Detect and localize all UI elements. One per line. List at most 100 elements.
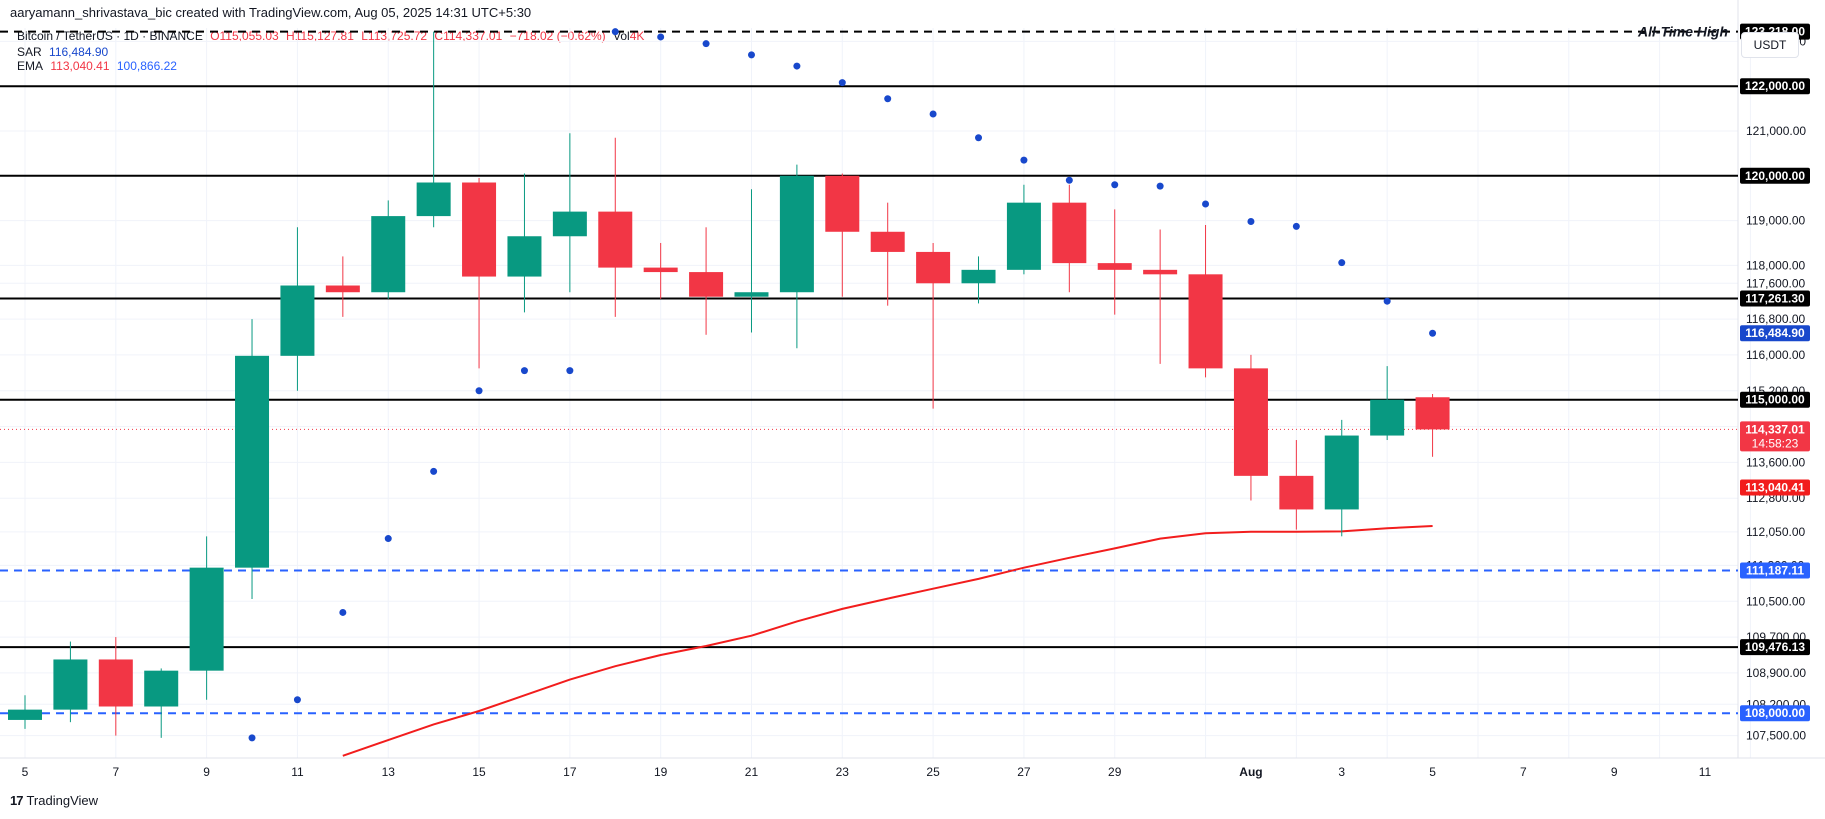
x-tick-label: 7 xyxy=(112,765,119,779)
sar-dot xyxy=(657,33,665,41)
candle-body xyxy=(870,231,905,252)
candle-body xyxy=(689,272,724,297)
x-tick-label: 11 xyxy=(291,765,304,779)
candle-body xyxy=(916,251,951,284)
level-price-tag-label: 108,000.00 xyxy=(1745,706,1805,720)
price-tag xyxy=(1740,421,1810,452)
x-tick-label: 19 xyxy=(654,765,668,779)
x-tick-label: 7 xyxy=(1520,765,1527,779)
sar-dot xyxy=(293,696,301,704)
candle-body xyxy=(734,292,769,297)
sar-dot xyxy=(1383,297,1391,305)
candle-body xyxy=(1097,263,1132,270)
x-tick-label: 15 xyxy=(472,765,486,779)
price-tag xyxy=(1740,325,1810,342)
y-tick-label: 118,000.00 xyxy=(1746,258,1805,272)
x-tick-label: 23 xyxy=(836,765,850,779)
sar-dot xyxy=(339,608,347,616)
sar-legend[interactable]: SAR 116,484.90 xyxy=(17,45,112,59)
y-tick-label: 121,000.00 xyxy=(1746,124,1806,138)
y-tick-label: 116,800.00 xyxy=(1746,312,1805,326)
sar-dot xyxy=(975,134,983,142)
sar-dot xyxy=(1111,181,1119,189)
price-tag-label: 113,040.41 xyxy=(1745,480,1805,494)
x-tick-label: 5 xyxy=(1429,765,1436,779)
sar-dot xyxy=(929,110,937,118)
countdown-label: 14:58:23 xyxy=(1752,436,1799,450)
x-tick-label: 3 xyxy=(1338,765,1345,779)
ema-legend[interactable]: EMA 113,040.41 100,866.22 xyxy=(17,59,181,73)
sar-dot xyxy=(384,535,392,543)
sar-dot xyxy=(1156,182,1164,190)
y-tick-label: 116,000.00 xyxy=(1746,348,1805,362)
sar-dot xyxy=(611,28,619,36)
candle-body xyxy=(552,211,587,237)
level-price-tag-label: 122,000.00 xyxy=(1745,79,1805,93)
level-price-tag-label: 109,476.13 xyxy=(1745,640,1805,654)
x-tick-label: 17 xyxy=(563,765,577,779)
chart-attribution: aaryamann_shrivastava_bic created with T… xyxy=(10,5,532,20)
candle-body xyxy=(1279,475,1314,510)
level-price-tag xyxy=(1740,391,1810,408)
candle-body xyxy=(235,355,270,568)
sar-dot xyxy=(475,387,483,395)
level-price-tag xyxy=(1740,167,1810,184)
candle-body xyxy=(1188,274,1223,369)
y-tick-label: 110,500.00 xyxy=(1746,594,1805,608)
sar-dot xyxy=(793,62,801,70)
sar-dot xyxy=(702,40,710,48)
x-tick-label: 11 xyxy=(1699,765,1712,779)
level-price-tag-label: 120,000.00 xyxy=(1745,169,1805,183)
candle-body xyxy=(98,659,133,707)
sar-dot xyxy=(1429,329,1437,337)
y-tick-label: 119,000.00 xyxy=(1746,214,1805,228)
level-price-tag-label: 117,261.30 xyxy=(1745,291,1805,305)
x-tick-label: 21 xyxy=(745,765,759,779)
y-tick-label: 108,900.00 xyxy=(1746,666,1806,680)
level-price-tag xyxy=(1740,562,1810,579)
x-tick-label: 27 xyxy=(1017,765,1031,779)
level-price-tag xyxy=(1740,290,1810,307)
candle-body xyxy=(416,182,451,217)
sar-dot xyxy=(747,51,755,59)
level-price-tag-label: 111,187.11 xyxy=(1746,563,1804,577)
candle-body xyxy=(643,267,678,273)
x-tick-label: Aug xyxy=(1239,765,1262,779)
candle-body xyxy=(779,175,814,293)
sar-dot xyxy=(1338,259,1346,267)
ema-label: EMA xyxy=(17,59,44,73)
sar-dot xyxy=(430,467,438,475)
candle-body xyxy=(598,211,633,268)
x-tick-label: 13 xyxy=(382,765,396,779)
candle-body xyxy=(1415,397,1450,430)
ema-line xyxy=(342,525,1433,757)
sar-dot xyxy=(1247,217,1255,225)
candle-body xyxy=(507,236,542,277)
ema-value-1: 113,040.41 xyxy=(50,59,110,73)
candle-body xyxy=(462,182,497,277)
sar-dot xyxy=(1020,156,1028,164)
candle-body xyxy=(1143,269,1178,275)
sar-label: SAR xyxy=(17,45,42,59)
tradingview-brand: TradingView xyxy=(26,793,99,808)
y-tick-label: 112,050.00 xyxy=(1746,525,1805,539)
x-tick-label: 9 xyxy=(1611,765,1618,779)
sar-dot xyxy=(1202,200,1210,208)
candle-body xyxy=(189,567,224,671)
currency-button[interactable]: USDT xyxy=(1741,32,1799,58)
level-price-tag xyxy=(1740,78,1810,95)
sar-dot xyxy=(1065,176,1073,184)
price-tag xyxy=(1740,479,1810,496)
sar-dot xyxy=(884,95,892,103)
candle-body xyxy=(1324,435,1359,510)
y-tick-label: 113,600.00 xyxy=(1746,455,1805,469)
candle-body xyxy=(1052,202,1087,264)
price-tag-label: 114,337.01 xyxy=(1745,422,1805,436)
candle-body xyxy=(144,670,179,707)
tradingview-logo[interactable]: 17 TradingView xyxy=(10,793,98,808)
sar-dot xyxy=(520,367,528,375)
x-tick-label: 5 xyxy=(22,765,29,779)
candle-body xyxy=(961,269,996,284)
x-tick-label: 29 xyxy=(1108,765,1122,779)
